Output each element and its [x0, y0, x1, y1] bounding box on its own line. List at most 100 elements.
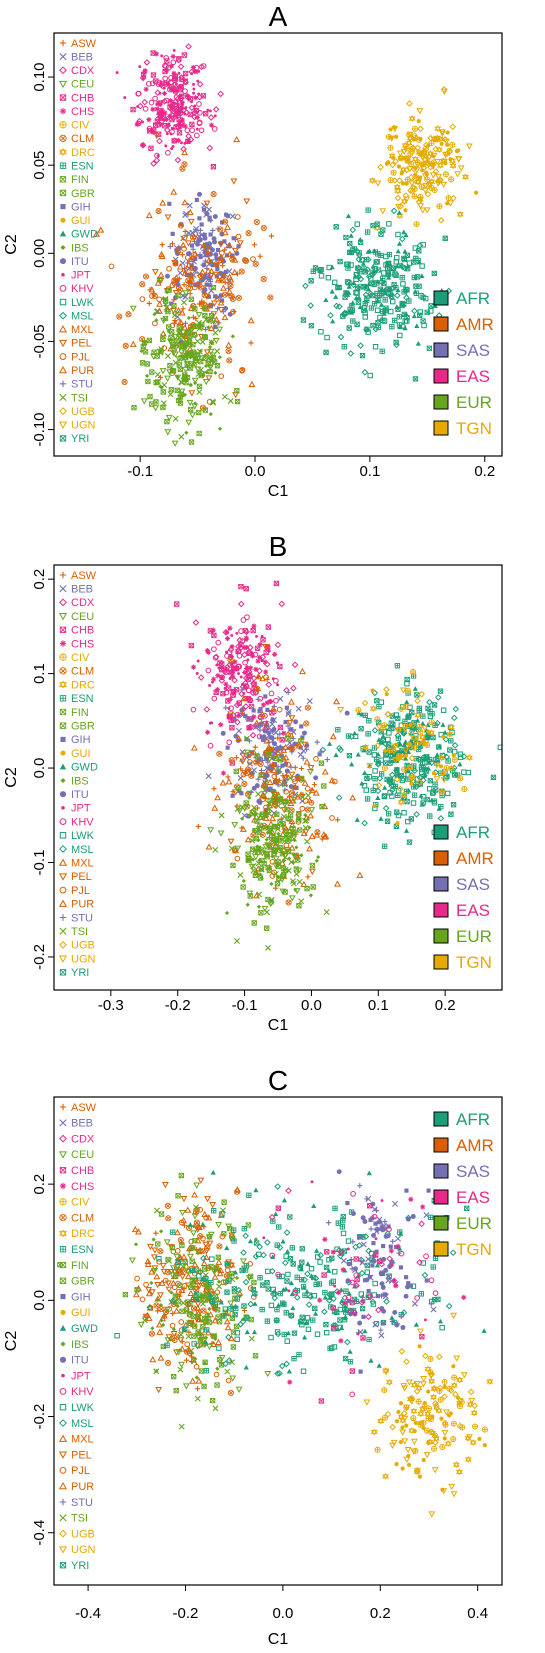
data-point-gbr	[201, 1266, 208, 1272]
data-point-msl	[361, 368, 369, 376]
data-point-lwk	[387, 790, 393, 796]
data-point-civ	[387, 144, 394, 151]
data-point-gbr	[243, 800, 249, 806]
legend-label-jpt: JPT	[71, 803, 91, 815]
data-point-drc	[462, 173, 469, 181]
data-point-civ	[437, 1396, 444, 1403]
data-point-mxl	[258, 710, 266, 717]
legend-label-lwk: LWK	[71, 1402, 95, 1414]
data-point-khv	[178, 121, 184, 128]
data-point-esn	[418, 757, 424, 763]
data-point-tsi	[298, 898, 305, 905]
data-point-chs	[342, 1300, 348, 1306]
data-point-civ	[425, 1415, 432, 1422]
data-point-fin	[206, 1234, 213, 1240]
data-point-asw	[199, 298, 205, 304]
data-point-tsi	[248, 1335, 255, 1342]
data-point-tsi	[304, 838, 311, 845]
data-point-asw	[275, 735, 281, 741]
data-point-khv	[175, 57, 182, 63]
data-point-gwd	[356, 295, 362, 300]
data-point-ugn	[519, 1386, 524, 1391]
data-point-asw	[186, 1329, 192, 1335]
data-point-stu	[223, 705, 229, 711]
data-point-ibs	[158, 384, 163, 389]
data-point-esn	[164, 1342, 170, 1348]
data-point-yri	[431, 270, 438, 277]
data-point-clm	[288, 789, 296, 796]
data-point-gwd	[375, 795, 381, 800]
data-point-pel	[145, 1287, 153, 1294]
data-point-ugb	[407, 174, 415, 181]
legend-label-ugn: UGN	[71, 953, 96, 965]
data-point-chs	[179, 105, 185, 111]
data-point-drc	[466, 1401, 474, 1408]
data-point-pur	[188, 264, 196, 271]
data-point-gwd	[403, 232, 409, 238]
data-point-pel	[262, 721, 269, 728]
data-point-msl	[400, 1309, 408, 1316]
data-point-gui	[394, 1419, 400, 1424]
legend-symbol-pjl	[59, 886, 67, 894]
data-point-khv	[238, 628, 244, 634]
data-point-gih	[204, 282, 209, 287]
data-point-civ	[427, 1369, 434, 1376]
data-point-esn	[194, 1292, 200, 1298]
data-point-gih	[268, 786, 273, 791]
data-point-yri	[404, 798, 410, 805]
data-point-drc	[414, 178, 422, 186]
data-point-chb	[254, 645, 261, 651]
data-point-khv	[244, 614, 250, 621]
data-point-chb	[150, 50, 156, 56]
data-point-yri	[347, 240, 353, 247]
legend-label-gui: GUI	[71, 1307, 91, 1319]
data-point-ceu	[265, 843, 273, 850]
data-point-cdx	[249, 731, 257, 739]
data-point-pur	[322, 833, 330, 840]
data-point-ugn	[460, 1372, 468, 1379]
data-point-ceu	[235, 1386, 243, 1393]
data-point-ugb	[456, 1422, 464, 1430]
legend-label-clm: CLM	[71, 133, 94, 145]
data-point-lwk	[405, 818, 411, 825]
data-point-cdx	[207, 114, 215, 121]
data-point-pur	[205, 843, 213, 850]
data-point-gbr	[221, 1231, 227, 1237]
data-point-gih	[408, 1283, 413, 1288]
data-point-ceu	[166, 369, 174, 376]
data-point-esn	[274, 1317, 280, 1324]
data-point-ibs	[224, 910, 230, 916]
data-point-yri	[384, 818, 391, 825]
data-point-gwd	[329, 288, 335, 294]
data-point-msl	[278, 1362, 286, 1370]
data-point-asw	[255, 805, 261, 811]
data-point-fin	[209, 1397, 216, 1404]
data-point-asw	[305, 874, 311, 880]
data-point-gwd	[311, 1203, 317, 1209]
data-point-itu	[202, 235, 208, 241]
data-point-yri	[329, 1255, 335, 1261]
data-point-ibs	[252, 813, 257, 818]
data-point-gbr	[165, 1256, 171, 1263]
data-point-chb	[130, 106, 136, 113]
data-point-drc	[449, 162, 457, 170]
data-point-gbr	[195, 1314, 201, 1320]
data-point-ugb	[447, 1387, 455, 1394]
data-point-yri	[264, 1280, 270, 1286]
data-point-clm	[190, 234, 197, 241]
data-point-tsi	[212, 846, 219, 853]
data-point-gwd	[348, 233, 354, 238]
data-point-ugb	[416, 779, 424, 786]
data-point-ibs	[264, 778, 269, 783]
data-point-gbr	[177, 366, 184, 373]
data-point-civ	[411, 125, 419, 132]
data-point-gui	[477, 1436, 482, 1441]
data-point-asw	[264, 676, 270, 682]
legend-group-label-amr: AMR	[456, 849, 494, 868]
data-point-lwk	[187, 1301, 193, 1307]
data-point-pel	[217, 307, 225, 314]
data-point-fin	[201, 1383, 207, 1390]
data-point-jpt	[197, 69, 201, 73]
data-point-yri	[361, 307, 367, 313]
